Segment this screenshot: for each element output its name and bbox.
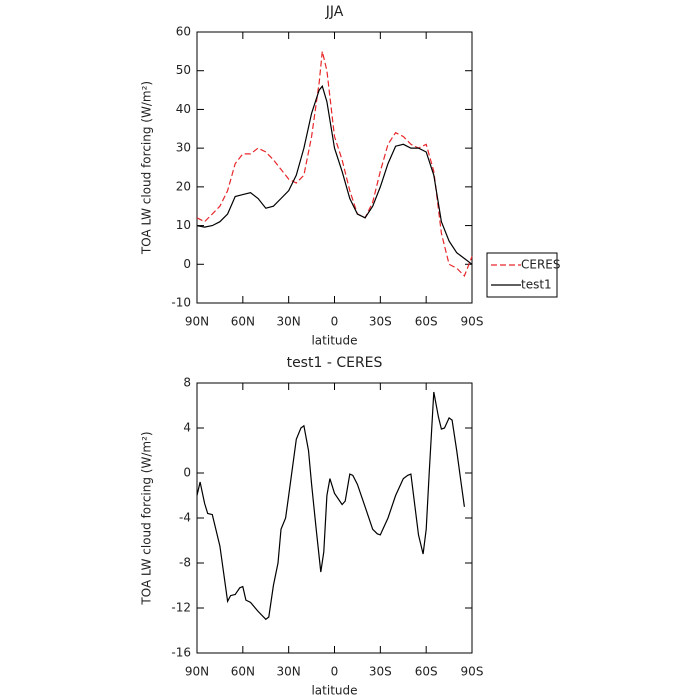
data-line	[196, 84, 473, 265]
x-tick-label: 60N	[231, 665, 255, 679]
x-tick-label: 90S	[461, 665, 484, 679]
data-line	[196, 391, 465, 621]
y-tick-label: 40	[176, 102, 191, 116]
y-tick-label: -12	[171, 601, 191, 615]
x-tick-label: 0	[331, 665, 339, 679]
legend-label: CERES	[521, 258, 561, 272]
y-tick-label: 4	[183, 421, 191, 435]
y-tick-label: 0	[183, 466, 191, 480]
y-tick-label: -8	[179, 556, 191, 570]
y-tick-label: 30	[176, 141, 191, 155]
x-tick-label: 30N	[277, 665, 301, 679]
x-axis-label: latitude	[311, 334, 357, 348]
y-tick-label: 10	[176, 218, 191, 232]
x-tick-label: 90N	[185, 315, 209, 329]
x-tick-label: 60S	[415, 315, 438, 329]
x-tick-label: 30S	[369, 665, 392, 679]
x-tick-label: 90S	[461, 315, 484, 329]
y-tick-label: -16	[171, 646, 191, 660]
x-tick-label: 90N	[185, 665, 209, 679]
plot-frame	[196, 382, 473, 654]
y-tick-label: 60	[176, 25, 191, 39]
x-tick-label: 0	[331, 315, 339, 329]
x-tick-label: 60S	[415, 665, 438, 679]
data-line	[196, 51, 473, 277]
x-tick-label: 30S	[369, 315, 392, 329]
legend-label: test1	[521, 278, 552, 292]
legend-box	[486, 252, 558, 298]
y-tick-label: -10	[171, 296, 191, 310]
y-axis-label: TOA LW cloud forcing (W/m²)	[140, 81, 154, 255]
y-tick-label: 8	[183, 376, 191, 390]
y-tick-label: 20	[176, 179, 191, 193]
y-tick-label: -4	[179, 511, 191, 525]
chart-title: test1 - CERES	[287, 355, 383, 371]
y-axis-label: TOA LW cloud forcing (W/m²)	[140, 431, 154, 605]
x-tick-label: 60N	[231, 315, 255, 329]
y-tick-label: 50	[176, 63, 191, 77]
chart-title: JJA	[325, 4, 344, 20]
x-axis-label: latitude	[311, 684, 357, 698]
y-tick-label: 0	[183, 257, 191, 271]
x-tick-label: 30N	[277, 315, 301, 329]
